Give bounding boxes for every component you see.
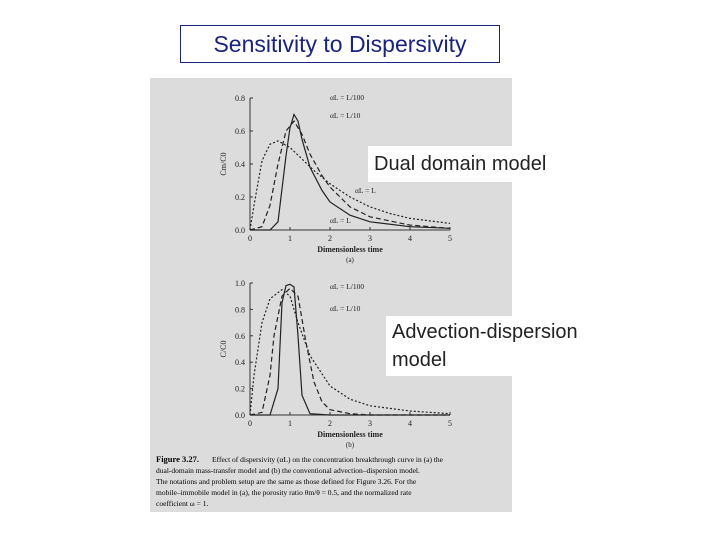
y-tick-label: 0.0 (235, 411, 245, 420)
series-line (250, 113, 451, 231)
x-tick-label: 1 (288, 234, 292, 243)
x-tick-label: 3 (368, 234, 372, 243)
x-tick-label: 0 (248, 234, 252, 243)
series-label: αL = L/100 (330, 282, 364, 291)
scanned-figure: 0 1 2 3 4 5 0.0 0.2 0.4 0.6 0.8 Dimensionless time (… (150, 78, 512, 512)
y-tick-label: 0.8 (235, 305, 245, 314)
slide-title: Sensitivity to Dispersivity (180, 25, 500, 63)
caption-line: dual-domain mass-transfer model and (b) … (156, 466, 420, 475)
callout-dual-domain: Dual domain model (368, 146, 592, 182)
x-tick-label: 4 (408, 419, 412, 428)
y-axis-label: C/C0 (219, 341, 228, 358)
series-line (250, 283, 450, 416)
x-tick-label: 1 (288, 419, 292, 428)
y-axis-label: Cm/C0 (219, 152, 228, 175)
caption-line: coefficient ω = 1. (156, 499, 208, 508)
x-tick-label: 0 (248, 419, 252, 428)
y-tick-label: 0.2 (235, 385, 245, 394)
series-label: αL = L (355, 186, 376, 195)
chart-panel-a: 0 1 2 3 4 5 0.0 0.2 0.4 0.6 0.8 Dimensionless time (… (219, 93, 452, 264)
x-tick-label: 5 (448, 419, 452, 428)
panel-label: (b) (346, 441, 355, 449)
figure-svg: 0 1 2 3 4 5 0.0 0.2 0.4 0.6 0.8 Dimensionless time (… (156, 93, 452, 508)
caption-line: mobile–immobile model in (a), the porosi… (156, 488, 412, 497)
y-tick-label: 0.4 (235, 160, 245, 169)
y-tick-label: 0.8 (235, 94, 245, 103)
series-line (249, 287, 450, 416)
caption-line: Effect of dispersivity (αL) on the conce… (212, 455, 444, 464)
x-axis-label: Dimensionless time (317, 245, 383, 254)
series-label: αL = L/10 (330, 304, 361, 313)
panel-label: (a) (346, 256, 354, 264)
y-tick-label: 0.6 (235, 332, 245, 341)
series-label: αL = L (330, 216, 351, 225)
callout-advection-dispersion: Advection-dispersion model (386, 316, 638, 376)
x-tick-label: 4 (408, 234, 412, 243)
series-line (249, 140, 451, 231)
y-tick-label: 1.0 (235, 279, 245, 288)
x-tick-label: 2 (328, 234, 332, 243)
x-tick-label: 5 (448, 234, 452, 243)
x-tick-label: 2 (328, 419, 332, 428)
y-tick-label: 0.0 (235, 226, 245, 235)
chart-panel-b: 0 1 2 3 4 5 0.0 0.2 0.4 0.6 0.8 1.0 Dimensionless ti… (219, 216, 452, 449)
series-label: αL = L/100 (330, 93, 364, 102)
caption-line: The notations and problem setup are the … (156, 477, 417, 486)
y-tick-label: 0.4 (235, 358, 245, 367)
x-tick-label: 3 (368, 419, 372, 428)
series-label: αL = L/10 (330, 111, 361, 120)
y-tick-label: 0.6 (235, 127, 245, 136)
x-axis-label: Dimensionless time (317, 430, 383, 439)
series-line (249, 288, 451, 416)
series-line (249, 120, 451, 231)
figure-caption: Figure 3.27. dual-domain mass-transfer m… (156, 454, 444, 508)
y-tick-label: 0.2 (235, 193, 245, 202)
caption-label: Figure 3.27. (156, 454, 199, 464)
